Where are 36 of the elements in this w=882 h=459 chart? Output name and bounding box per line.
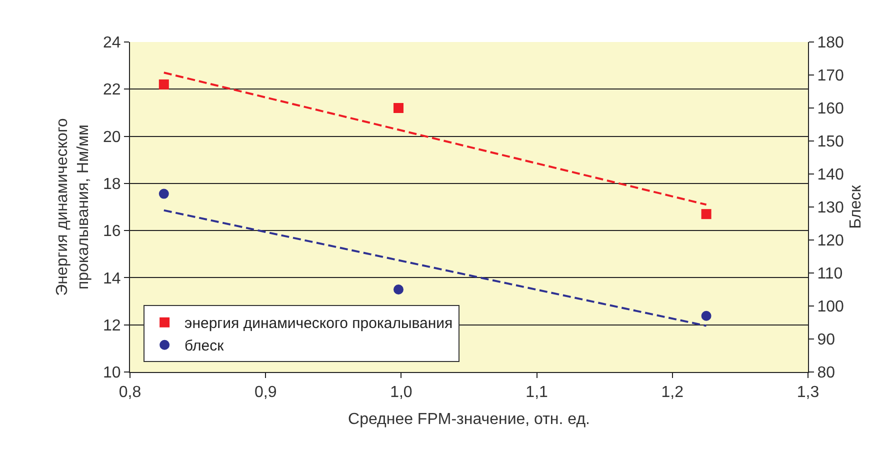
y-tick-label: 14	[103, 270, 121, 288]
x-tick-label: 0,9	[254, 384, 277, 402]
legend-label: блеск	[184, 338, 224, 355]
point	[158, 79, 169, 90]
y2-tick-label: 130	[817, 200, 844, 217]
legend-label: энергия динамического прокалывания	[184, 315, 453, 332]
point	[158, 188, 169, 199]
y2-tick-label: 180	[817, 34, 844, 52]
point	[701, 209, 712, 220]
y2-tick-label: 150	[817, 134, 844, 151]
x-tick-label: 1,2	[661, 384, 684, 402]
y-tick-label: 24	[103, 34, 121, 52]
point	[393, 103, 404, 113]
y-tick-label: 12	[103, 317, 121, 334]
y-tick-label: 18	[103, 176, 121, 194]
y2-tick-label: 80	[817, 364, 836, 382]
y2-tick-label: 140	[817, 166, 844, 184]
y-tick-label: 10	[103, 364, 121, 382]
x-tick-label: 1,1	[526, 384, 548, 402]
point	[393, 284, 404, 294]
x-axis-title: Среднее FPM-значение, отн. ед.	[348, 410, 590, 428]
y-axis-title: Энергия динамического прокалывания, Нм/мм	[54, 118, 92, 296]
y2-axis-title: Блеск	[848, 184, 865, 229]
x-tick-label: 1,3	[796, 384, 820, 402]
y-tick-label: 22	[103, 82, 121, 99]
y2-tick-label: 100	[817, 298, 844, 316]
y2-tick-label: 90	[817, 332, 836, 349]
x-tick-label: 1,0	[390, 384, 412, 402]
y2-tick-label: 110	[817, 266, 843, 283]
y2-tick-label: 120	[817, 232, 844, 250]
y-tick-label: 16	[103, 223, 121, 240]
y2-tick-label: 170	[817, 68, 844, 85]
x-tick-label: 0,8	[118, 384, 142, 402]
y-tick-label: 20	[103, 128, 121, 146]
y2-tick-label: 160	[817, 100, 844, 118]
point	[701, 310, 712, 321]
